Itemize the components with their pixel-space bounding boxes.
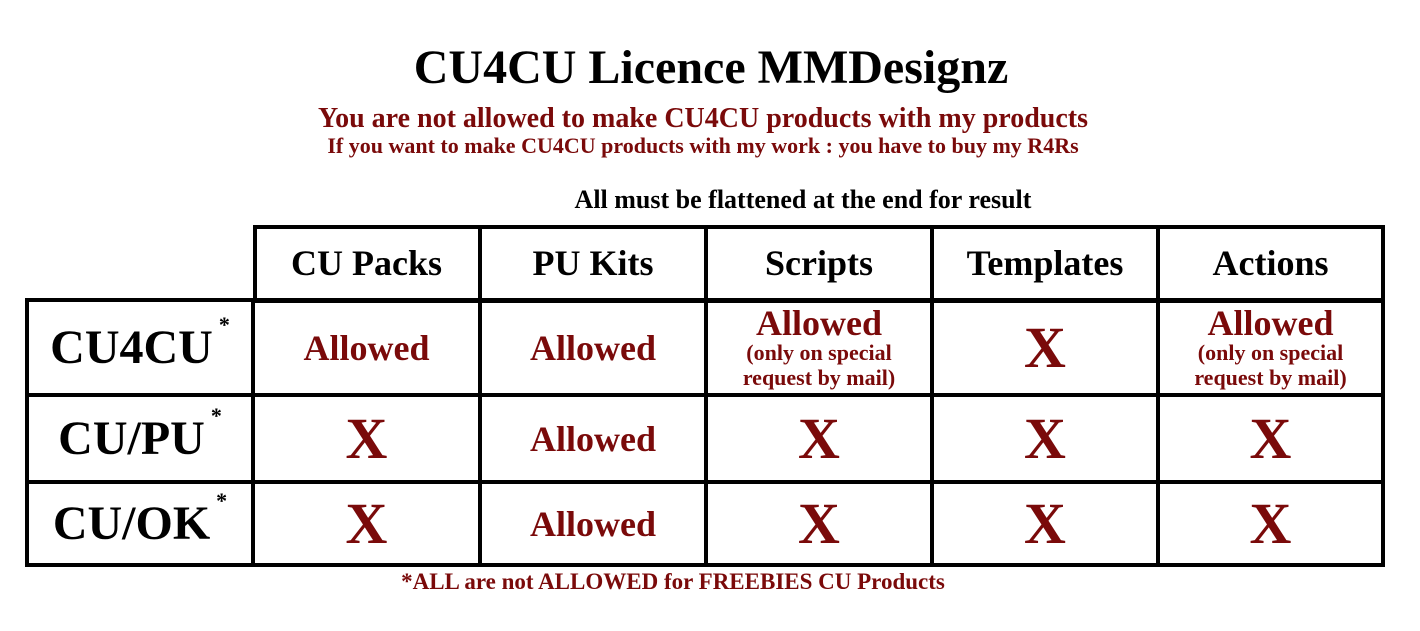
table-cell: Allowed [480,395,706,482]
allowed-label: Allowed [530,418,656,459]
condition-note: request by mail) [1194,364,1347,390]
row-header-label: CU/PU [58,412,205,465]
footer-note: *ALL are not ALLOWED for FREEBIES CU Pro… [401,569,945,594]
table-cell: X [932,395,1158,482]
row-header-wrap: CU4CU * [50,312,230,375]
row-header-wrap: CU/OK * [52,488,227,551]
allowed-label: Allowed [756,303,882,344]
row-header-label: CU4CU [50,321,213,374]
column-header-label: Templates [966,243,1124,283]
table-header-frame [253,225,1385,303]
table-cell: X [253,395,480,482]
subtitle-primary: You are not allowed to make CU4CU produc… [317,103,1089,134]
not-allowed-mark: X [798,490,840,556]
column-header-label: PU Kits [532,243,654,283]
subtitle-secondary: If you want to make CU4CU products with … [327,133,1079,158]
flatten-note: All must be flattened at the end for res… [574,185,1032,214]
row-header-label: CU/OK [52,497,211,550]
not-allowed-mark: X [1024,490,1066,556]
table-cell: Allowed (only on special request by mail) [1158,300,1383,395]
page-title: CU4CU Licence MMDesignz [413,41,1009,94]
asterisk-mark: * [210,403,222,428]
allowed-label: Allowed [530,503,656,544]
not-allowed-mark: X [345,490,388,556]
condition-note: request by mail) [742,364,896,390]
table-cell: Allowed (only on special request by mail) [706,300,932,395]
asterisk-mark: * [216,488,228,513]
not-allowed-mark: X [345,405,388,471]
allowed-label: Allowed [303,327,430,368]
asterisk-mark: * [218,312,230,337]
condition-note: (only on special [1197,340,1344,366]
table-cell: X [706,395,932,482]
row-header-wrap: CU/PU * [58,403,222,466]
column-header-label: CU Packs [291,243,442,283]
column-header-label: Actions [1212,243,1329,283]
allowed-label: Allowed [530,327,656,368]
not-allowed-mark: X [1249,490,1292,556]
not-allowed-mark: X [1024,405,1066,471]
not-allowed-mark: X [1024,314,1066,380]
condition-note: (only on special [746,340,892,366]
not-allowed-mark: X [798,405,840,471]
column-header-label: Scripts [765,243,873,283]
not-allowed-mark: X [1249,405,1292,471]
table-body-frame [25,298,1385,567]
allowed-label: Allowed [1207,303,1334,344]
